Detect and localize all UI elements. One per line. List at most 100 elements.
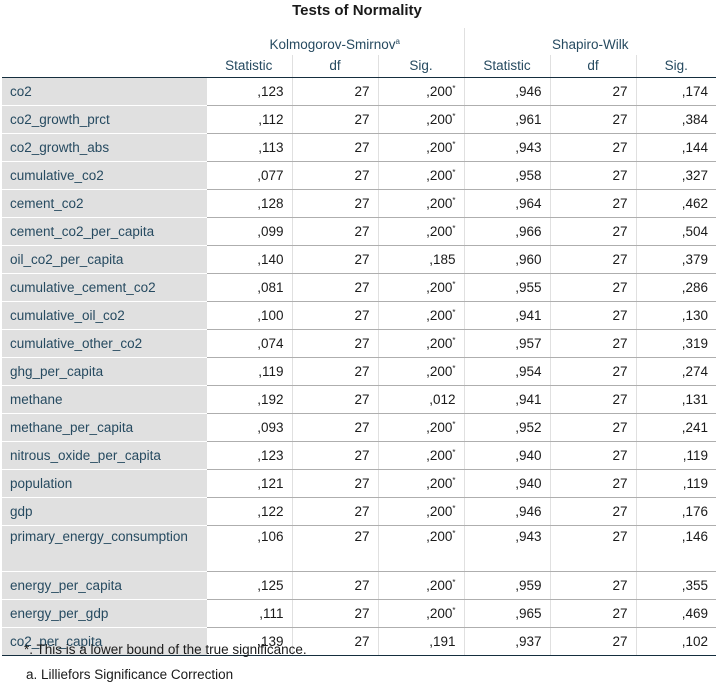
sw-sig-cell: ,176 — [635, 497, 716, 526]
ks-sig-cell: ,200* — [377, 357, 464, 386]
ks-sig-value: ,200 — [426, 419, 453, 435]
ks-sig-cell: ,185 — [377, 245, 464, 274]
sw-df-cell: 27 — [549, 469, 636, 498]
ks-sig-cell: ,200* — [377, 301, 464, 330]
sw-sig-cell: ,131 — [635, 385, 716, 414]
sw-df-cell: 27 — [549, 385, 636, 414]
ks-statistic-cell: ,119 — [205, 357, 292, 386]
sw-df-cell: 27 — [549, 189, 636, 218]
sw-statistic-cell: ,943 — [463, 133, 550, 162]
ks-sig-value: ,200 — [426, 577, 453, 593]
ks-statistic-cell: ,113 — [205, 133, 292, 162]
ks-statistic-cell: ,128 — [205, 189, 292, 218]
table-row: co2_growth_abs ,113 27,200* ,943 27,144 — [2, 133, 716, 162]
column-header: df — [549, 55, 636, 78]
column-header: Sig. — [377, 55, 464, 78]
lower-bound-mark: * — [452, 139, 456, 149]
ks-statistic-cell: ,093 — [205, 413, 292, 442]
ks-df-cell: 27 — [291, 441, 378, 470]
ks-statistic-cell: ,123 — [205, 77, 292, 106]
table-row: cumulative_oil_co2,100 27,200* ,941 27,130 — [2, 301, 716, 330]
row-label: co2 — [2, 77, 206, 106]
sw-sig-cell: ,130 — [635, 301, 716, 330]
ks-sig-cell: ,200* — [377, 161, 464, 190]
ks-sig-value: ,200 — [426, 335, 453, 351]
table-row: gdp ,122 27,200* ,946 27,176 — [2, 497, 716, 526]
sw-df-cell: 27 — [549, 77, 636, 106]
table-row: cumulative_cement_co2,081 27,200* ,955 27,2… — [2, 273, 716, 302]
ks-statistic-cell: ,139 — [205, 627, 292, 656]
table-row: cement_co2,128 27,200* ,964 27,462 — [2, 189, 716, 218]
sw-sig-cell: ,146 — [635, 525, 716, 572]
row-label: cumulative_co2 — [2, 161, 206, 190]
ks-df-cell: 27 — [291, 245, 378, 274]
sw-df-cell: 27 — [549, 245, 636, 274]
ks-sig-value: ,200 — [426, 279, 453, 295]
table-row: methane_per_capita ,093 27,200* ,952 27,241 — [2, 413, 716, 442]
lower-bound-mark: * — [452, 577, 456, 587]
ks-df-cell: 27 — [291, 105, 378, 134]
lower-bound-mark: * — [452, 447, 456, 457]
ks-df-cell: 27 — [291, 217, 378, 246]
column-header: df — [291, 55, 378, 78]
table-row: co2_growth_prct ,112 27,200* ,961 27,384 — [2, 105, 716, 134]
lower-bound-mark: * — [452, 605, 456, 615]
lower-bound-mark: * — [452, 307, 456, 317]
ks-statistic-cell: ,100 — [205, 301, 292, 330]
row-label: oil_co2_per_capita — [2, 245, 206, 274]
column-header: Sig. — [635, 55, 716, 78]
ks-sig-value: ,185 — [429, 251, 456, 267]
column-header: Statistic — [206, 55, 292, 78]
sw-statistic-cell: ,940 — [463, 441, 550, 470]
row-label: gdp — [2, 497, 206, 526]
ks-df-cell: 27 — [291, 385, 378, 414]
sw-df-cell: 27 — [549, 301, 636, 330]
sw-df-cell: 27 — [549, 133, 636, 162]
sw-statistic-cell: ,952 — [463, 413, 550, 442]
lower-bound-mark: * — [452, 475, 456, 485]
ks-sig-cell: ,200* — [377, 273, 464, 302]
sw-sig-cell: ,319 — [635, 329, 716, 358]
ks-statistic-cell: ,192 — [205, 385, 292, 414]
sw-sig-cell: ,174 — [635, 77, 716, 106]
group-header-ks: Kolmogorov-Smirnova — [206, 28, 464, 55]
sw-statistic-cell: ,961 — [463, 105, 550, 134]
row-label: cumulative_other_co2 — [2, 329, 206, 358]
lower-bound-mark: * — [452, 363, 456, 373]
table-row: nitrous_oxide_per_capita ,123 27,200* ,940 2… — [2, 441, 716, 470]
ks-sig-cell: ,200* — [377, 599, 464, 628]
ks-statistic-cell: ,125 — [205, 571, 292, 600]
sw-statistic-cell: ,940 — [463, 469, 550, 498]
ks-sig-cell: ,200* — [377, 571, 464, 600]
ks-sig-cell: ,200* — [377, 497, 464, 526]
sw-statistic-cell: ,966 — [463, 217, 550, 246]
ks-df-cell: 27 — [291, 357, 378, 386]
sw-df-cell: 27 — [549, 161, 636, 190]
sw-statistic-cell: ,941 — [463, 301, 550, 330]
sw-statistic-cell: ,946 — [463, 497, 550, 526]
group-header-sw: Shapiro-Wilk — [463, 28, 716, 55]
row-label: nitrous_oxide_per_capita — [2, 441, 206, 470]
lower-bound-mark: * — [452, 335, 456, 345]
ks-sig-value: ,200 — [426, 167, 453, 183]
ks-statistic-cell: ,099 — [205, 217, 292, 246]
lower-bound-mark: * — [452, 167, 456, 177]
column-header: Statistic — [463, 55, 550, 78]
ks-sig-value: ,200 — [426, 307, 453, 323]
sw-df-cell: 27 — [549, 441, 636, 470]
ks-statistic-cell: ,121 — [205, 469, 292, 498]
sw-statistic-cell: ,955 — [463, 273, 550, 302]
table-row: cement_co2_per_capita ,099 27,200* ,966 27,5… — [2, 217, 716, 246]
ks-sig-cell: ,012 — [377, 385, 464, 414]
sw-sig-cell: ,355 — [635, 571, 716, 600]
sw-statistic-cell: ,937 — [463, 627, 550, 656]
ks-sig-cell: ,200* — [377, 217, 464, 246]
sw-statistic-cell: ,959 — [463, 571, 550, 600]
ks-sig-cell: ,200* — [377, 469, 464, 498]
row-label: methane_per_capita — [2, 413, 206, 442]
sw-df-cell: 27 — [549, 273, 636, 302]
ks-sig-value: ,200 — [426, 447, 453, 463]
sw-df-cell: 27 — [549, 571, 636, 600]
row-label: population — [2, 469, 206, 498]
row-label: cement_co2_per_capita — [2, 217, 206, 246]
